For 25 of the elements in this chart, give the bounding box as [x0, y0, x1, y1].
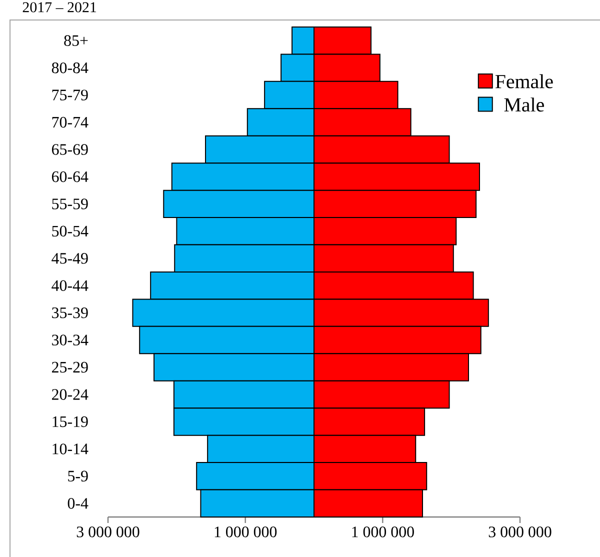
y-tick-label: 75-79	[52, 90, 88, 100]
y-tick-label: 20-24	[52, 389, 88, 400]
y-tick-label: 10-14	[52, 444, 88, 454]
y-tick-label: 35-39	[52, 307, 88, 318]
y-tick-label: 60-64	[52, 171, 88, 182]
x-tick-label: 1 000 000	[352, 526, 414, 538]
y-tick-label: 50-54	[52, 226, 88, 237]
x-tick-label: 1 000 000	[214, 526, 277, 538]
y-tick-label: 45-49	[52, 253, 88, 264]
x-tick-label: 3 000 000	[76, 526, 140, 538]
y-tick-label: 5-9	[68, 470, 88, 482]
x-tick-label: 3 000 000	[488, 526, 552, 538]
y-tick-label: 85+	[64, 35, 88, 46]
legend-label: Female	[495, 74, 553, 88]
y-tick-label: 70-74	[52, 116, 88, 128]
y-tick-label: 80-84	[52, 62, 88, 74]
y-tick-label: 65-69	[52, 144, 88, 155]
chart-title: 2017 – 2021	[22, 2, 96, 12]
y-tick-label: 55-59	[52, 198, 88, 210]
y-tick-label: 25-29	[52, 362, 88, 373]
y-tick-label: 0-4	[68, 498, 88, 509]
y-tick-label: 15-19	[52, 416, 88, 428]
legend-label: Male	[504, 98, 544, 112]
y-tick-label: 30-34	[52, 334, 88, 346]
y-tick-label: 40-44	[52, 280, 88, 291]
